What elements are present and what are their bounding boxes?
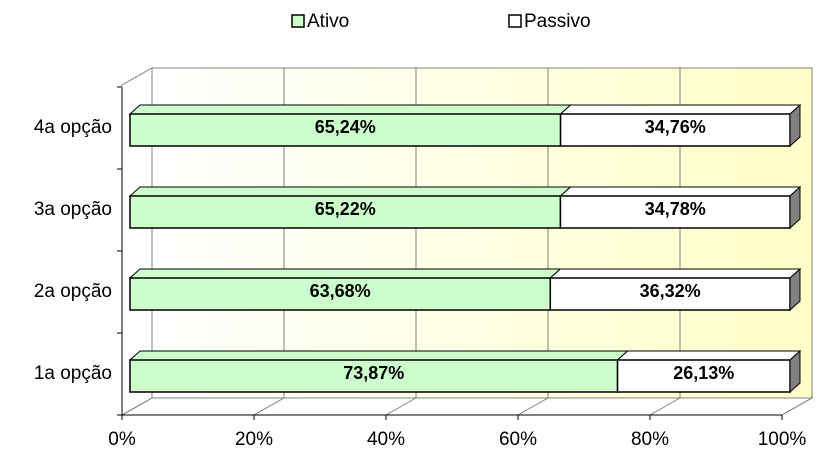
value-label: 63,68%	[310, 281, 371, 301]
x-tick-label: 60%	[499, 429, 537, 450]
bar-top	[128, 350, 629, 361]
bar-top	[128, 186, 572, 197]
legend-swatch	[291, 14, 305, 28]
bar	[129, 359, 619, 393]
plot-floor	[120, 397, 814, 416]
bar	[559, 195, 791, 229]
bar	[129, 113, 562, 147]
x-tick-label: 80%	[631, 429, 669, 450]
value-label: 73,87%	[343, 363, 404, 383]
value-label: 65,22%	[315, 199, 376, 219]
bar	[616, 359, 791, 393]
floor-line	[121, 397, 153, 416]
bar-top	[548, 268, 802, 279]
bar-top	[128, 104, 572, 115]
y-tick-label: 2a opção	[34, 281, 112, 302]
x-tick-label: 0%	[108, 429, 136, 450]
floor-line	[649, 397, 681, 416]
value-label: 36,32%	[640, 281, 701, 301]
value-label: 65,24%	[315, 117, 376, 137]
bar-top	[616, 350, 802, 361]
bar-top	[559, 104, 802, 115]
value-label: 34,76%	[645, 117, 706, 137]
legend-swatch	[508, 14, 522, 28]
floor-line	[781, 397, 813, 416]
legend-label: Ativo	[307, 11, 349, 32]
bar-side	[789, 103, 801, 148]
value-label: 26,13%	[673, 363, 734, 383]
x-tick-label: 40%	[367, 429, 405, 450]
bar-side	[789, 185, 801, 230]
bar	[559, 113, 791, 147]
bar	[129, 277, 552, 311]
bar-top	[559, 186, 802, 197]
floor-line	[253, 397, 285, 416]
x-tick-label: 20%	[235, 429, 273, 450]
y-tick-label: 1a opção	[34, 363, 112, 384]
bar-side	[789, 349, 801, 394]
floor-line	[385, 397, 417, 416]
legend-label: Passivo	[524, 11, 591, 32]
bar	[129, 195, 562, 229]
x-tick-label: 100%	[758, 429, 807, 450]
bar-top	[128, 268, 562, 279]
y-tick-label: 4a opção	[34, 117, 112, 138]
bar-side	[789, 267, 801, 312]
floor-line	[517, 397, 549, 416]
y-tick-label: 3a opção	[34, 199, 112, 220]
value-label: 34,78%	[645, 199, 706, 219]
